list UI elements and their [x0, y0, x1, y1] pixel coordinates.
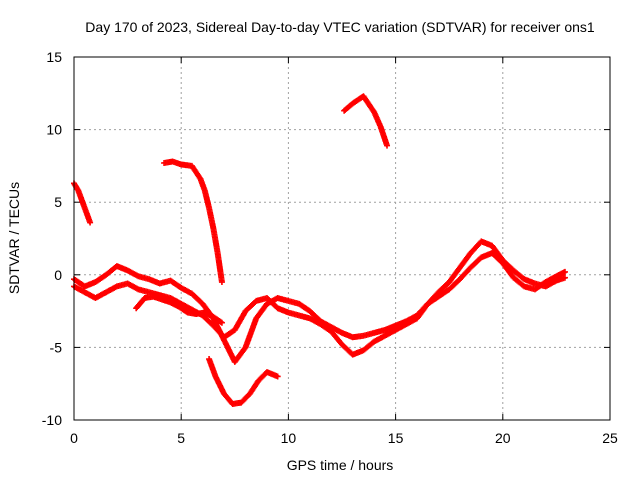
plot-frame — [73, 56, 611, 421]
data-point — [561, 274, 568, 281]
data-point — [384, 142, 391, 149]
y-tick-label: -10 — [42, 412, 62, 428]
y-axis-title: SDTVAR / TECUs — [6, 182, 22, 294]
chart-title: Day 170 of 2023, Sidereal Day-to-day VTE… — [85, 19, 595, 35]
data-markers — [71, 93, 568, 408]
x-tick-label: 15 — [388, 430, 404, 446]
y-tick-label: 15 — [46, 49, 62, 65]
x-tick-label: 25 — [602, 430, 618, 446]
x-axis-title: GPS time / hours — [287, 457, 394, 473]
data-point — [218, 279, 225, 286]
y-tick-label: 5 — [54, 194, 62, 210]
data-point — [561, 268, 568, 275]
y-tick-label: 0 — [54, 267, 62, 283]
series-track-a — [71, 180, 94, 226]
series-track-c — [341, 93, 391, 149]
data-point — [87, 219, 94, 226]
series-track-g — [206, 356, 281, 408]
x-tick-label: 20 — [495, 430, 511, 446]
x-tick-label: 0 — [70, 430, 78, 446]
series-track-f — [133, 293, 225, 326]
y-tick-label: -5 — [50, 339, 63, 355]
data-point — [274, 373, 281, 380]
data-point — [218, 319, 225, 326]
x-tick-label: 10 — [281, 430, 297, 446]
x-tick-label: 5 — [177, 430, 185, 446]
axis-ticks: 0 5 10 15 20 25 -10 -5 0 5 10 15 — [42, 49, 618, 446]
series-track-b — [161, 158, 225, 286]
y-tick-label: 10 — [46, 122, 62, 138]
series-track-e — [71, 250, 568, 358]
